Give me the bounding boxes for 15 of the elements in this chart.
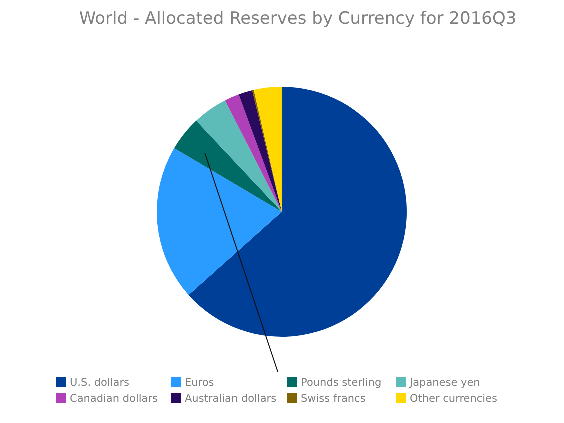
chart-title: World - Allocated Reserves by Currency for 2016Q3	[79, 9, 517, 29]
legend-label: U.S. dollars	[70, 377, 130, 389]
legend-label: Australian dollars	[185, 393, 277, 405]
pie-slice	[188, 87, 407, 337]
pie-slice	[225, 94, 282, 212]
legend-label: Swiss francs	[301, 393, 366, 405]
legend-label: Other currencies	[410, 393, 498, 405]
pie-slice	[157, 148, 282, 296]
pie-slice	[238, 90, 282, 212]
pie-slice	[196, 100, 282, 212]
legend-label: Euros	[185, 377, 214, 389]
legend-label: Japanese yen	[409, 377, 480, 389]
legend-label: Canadian dollars	[70, 393, 158, 405]
pie-slice	[174, 120, 282, 212]
legend-label: Pounds sterling	[301, 377, 382, 389]
